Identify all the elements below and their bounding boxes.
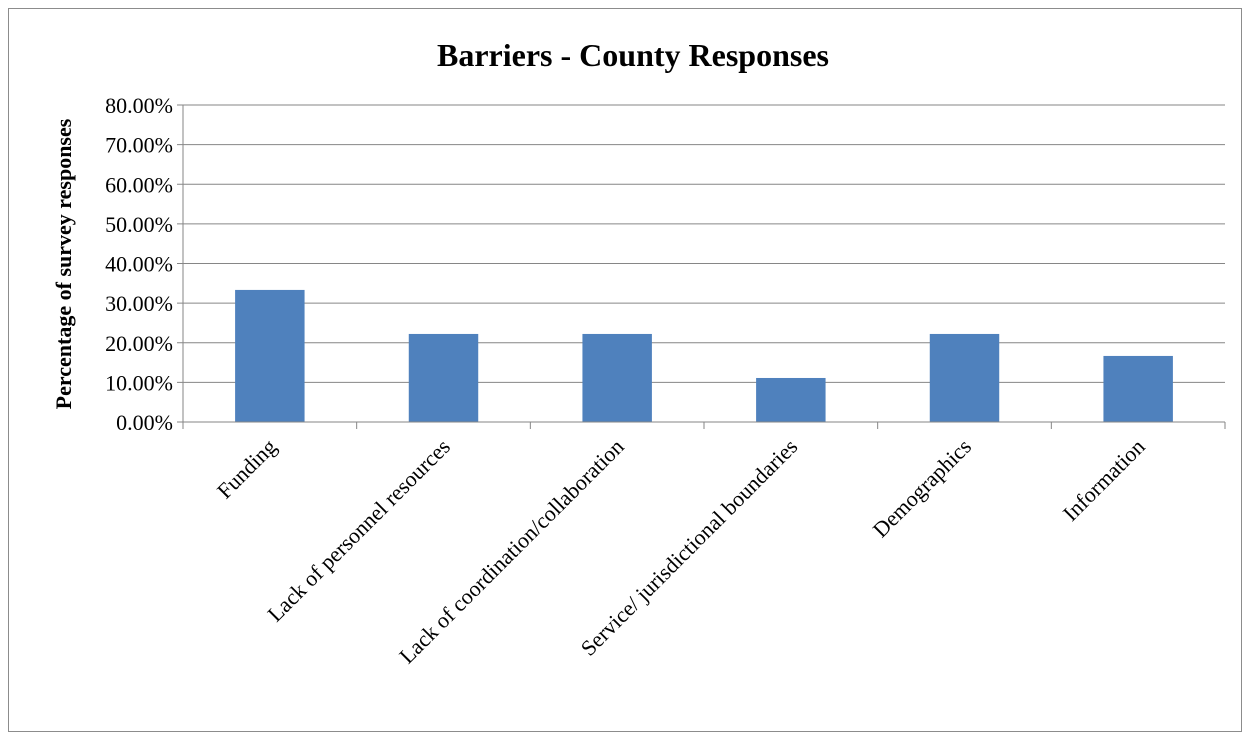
y-tick-label: 80.00%	[105, 93, 173, 118]
x-tick-label: Lack of personnel resources	[262, 434, 455, 627]
bar	[1103, 355, 1173, 422]
x-tick-label: Information	[1058, 434, 1150, 526]
bars	[235, 289, 1173, 422]
y-tick-label: 30.00%	[105, 291, 173, 316]
y-tick-label: 10.00%	[105, 370, 173, 395]
bar	[235, 289, 305, 422]
y-tick-label: 50.00%	[105, 212, 173, 237]
y-tick-label: 0.00%	[116, 410, 173, 435]
x-axis	[182, 105, 1226, 429]
chart-title: Barriers - County Responses	[437, 37, 829, 73]
bar	[929, 333, 1000, 422]
y-tick-label: 20.00%	[105, 331, 173, 356]
y-axis-label: Percentage of survey responses	[51, 118, 76, 409]
bar	[582, 333, 652, 422]
y-tick-label: 60.00%	[105, 172, 173, 197]
bar	[756, 377, 826, 422]
x-tick-label: Demographics	[868, 434, 976, 542]
y-tick-label: 40.00%	[105, 252, 173, 277]
y-axis-ticks: 0.00% 10.00% 20.00% 30.00% 40.00% 50.00% 60.00…	[105, 93, 183, 435]
bar	[408, 333, 479, 422]
y-tick-label: 70.00%	[105, 133, 173, 158]
x-tick-label: Funding	[212, 434, 282, 504]
gridlines	[183, 104, 1225, 423]
